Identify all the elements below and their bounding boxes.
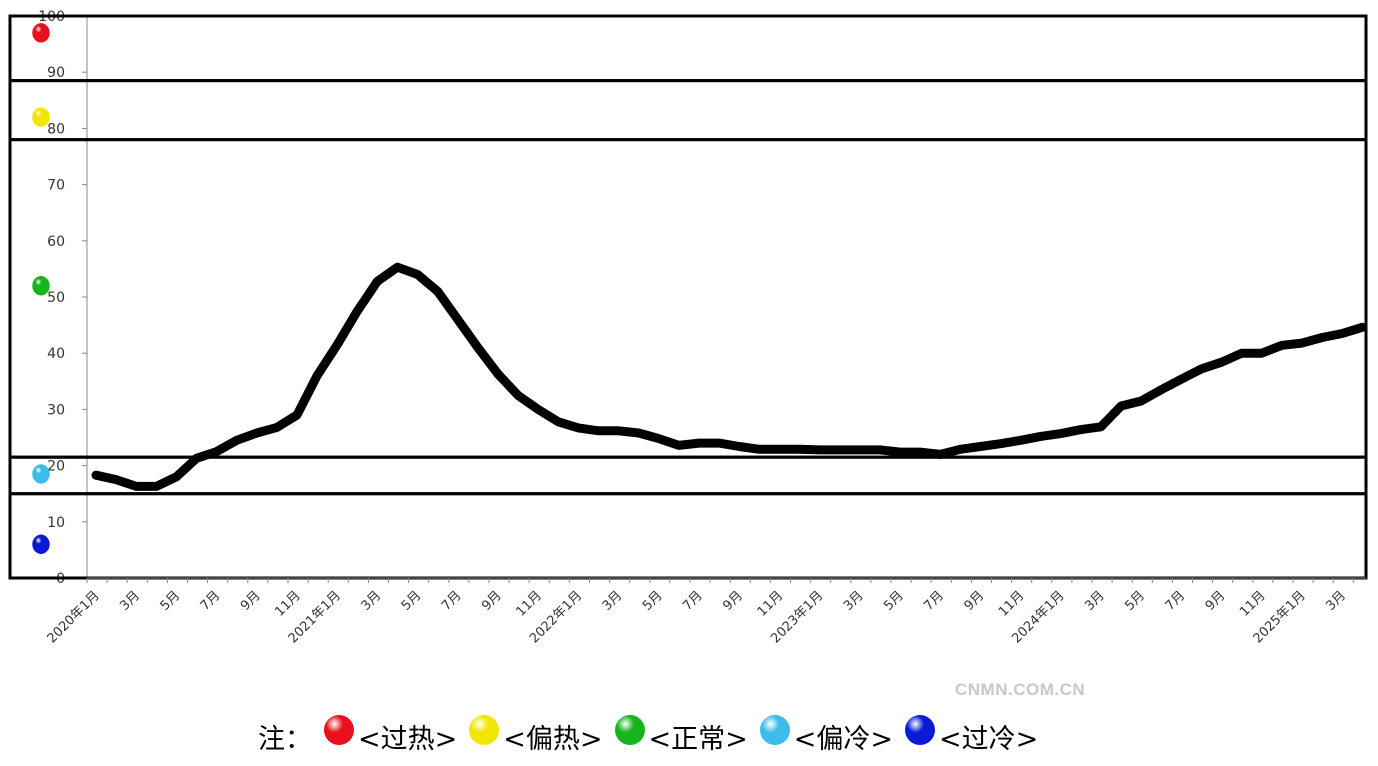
hot-ball-icon: [324, 715, 354, 745]
y-tick-label: 70: [47, 178, 65, 194]
warm-ball-icon: [469, 715, 500, 745]
watermark: CNMN.COM.CN: [955, 680, 1086, 699]
y-tick-label: 40: [47, 346, 65, 362]
x-tick-label: 3月: [1082, 588, 1108, 614]
legend-label-normal: <正常>: [648, 723, 748, 755]
x-tick-label: 3月: [1323, 588, 1349, 614]
note-prefix: 注：: [258, 723, 312, 755]
series-line: [91, 262, 1367, 491]
x-tick-label: 9月: [1203, 588, 1229, 614]
zone-box-cool: [8, 455, 1368, 496]
x-tick-label: 5月: [1122, 588, 1148, 614]
x-tick-label: 2020年1月: [45, 588, 103, 646]
x-tick-label: 9月: [962, 588, 988, 614]
x-tick-label: 9月: [720, 588, 746, 614]
overheat-marker-icon: [32, 23, 50, 43]
legend-label-cool: <偏冷>: [793, 723, 893, 755]
zone-markers: [32, 23, 50, 555]
cool-ball-icon: [759, 715, 790, 745]
x-tick-label: 11月: [272, 588, 303, 619]
zone-box-overcool: [8, 492, 1368, 580]
y-tick-label: 80: [47, 121, 65, 137]
x-tick-label: 11月: [514, 588, 545, 619]
zone-box-warm: [8, 79, 1368, 142]
x-tick-label: 11月: [1237, 588, 1268, 619]
legend-label-overheat: <过热>: [358, 723, 458, 755]
x-tick-label: 7月: [1163, 588, 1189, 614]
x-tick-label: 7月: [921, 588, 947, 614]
y-tick-label: 60: [47, 234, 65, 250]
zone-box-normal: [8, 138, 1368, 459]
legend-label-warm: <偏热>: [503, 723, 603, 755]
x-tick-label: 5月: [881, 588, 907, 614]
overcool-marker-icon: [32, 534, 50, 555]
series-polyline: [91, 262, 1367, 491]
x-tick-label: 7月: [680, 588, 706, 614]
x-tick-label: 5月: [399, 588, 425, 614]
warm-marker-icon: [32, 107, 50, 127]
x-tick-label: 9月: [238, 588, 264, 614]
y-tick-label: 10: [47, 515, 65, 531]
x-tick-label: 5月: [158, 588, 184, 614]
cool-marker-icon: [32, 464, 50, 484]
x-tick-label: 3月: [600, 588, 626, 614]
x-tick-label: 7月: [198, 588, 224, 614]
zone-boxes: [8, 14, 1368, 580]
x-tick-label: 3月: [359, 588, 385, 614]
cold-ball-icon: [905, 715, 935, 745]
x-tick-label: 11月: [755, 588, 786, 619]
x-tick-label: 3月: [117, 588, 143, 614]
normal-marker-icon: [32, 276, 50, 296]
x-tick-label: 7月: [439, 588, 465, 614]
y-tick-label: 90: [47, 65, 65, 81]
y-tick-label: 30: [47, 402, 65, 418]
y-tick-label: 50: [47, 290, 65, 306]
x-tick-label: 11月: [996, 588, 1027, 619]
zone-box-overheat: [8, 14, 1368, 83]
y-tick-label: 20: [47, 459, 65, 475]
x-tick-label: 3月: [841, 588, 867, 614]
legend-note: 注： <过热> <偏热> <正常> <偏冷> <过冷>: [258, 712, 1038, 760]
normal-ball-icon: [614, 715, 645, 745]
x-tick-label: 5月: [640, 588, 666, 614]
x-tick-label: 9月: [479, 588, 505, 614]
legend-label-overcool: <过冷>: [939, 723, 1039, 755]
